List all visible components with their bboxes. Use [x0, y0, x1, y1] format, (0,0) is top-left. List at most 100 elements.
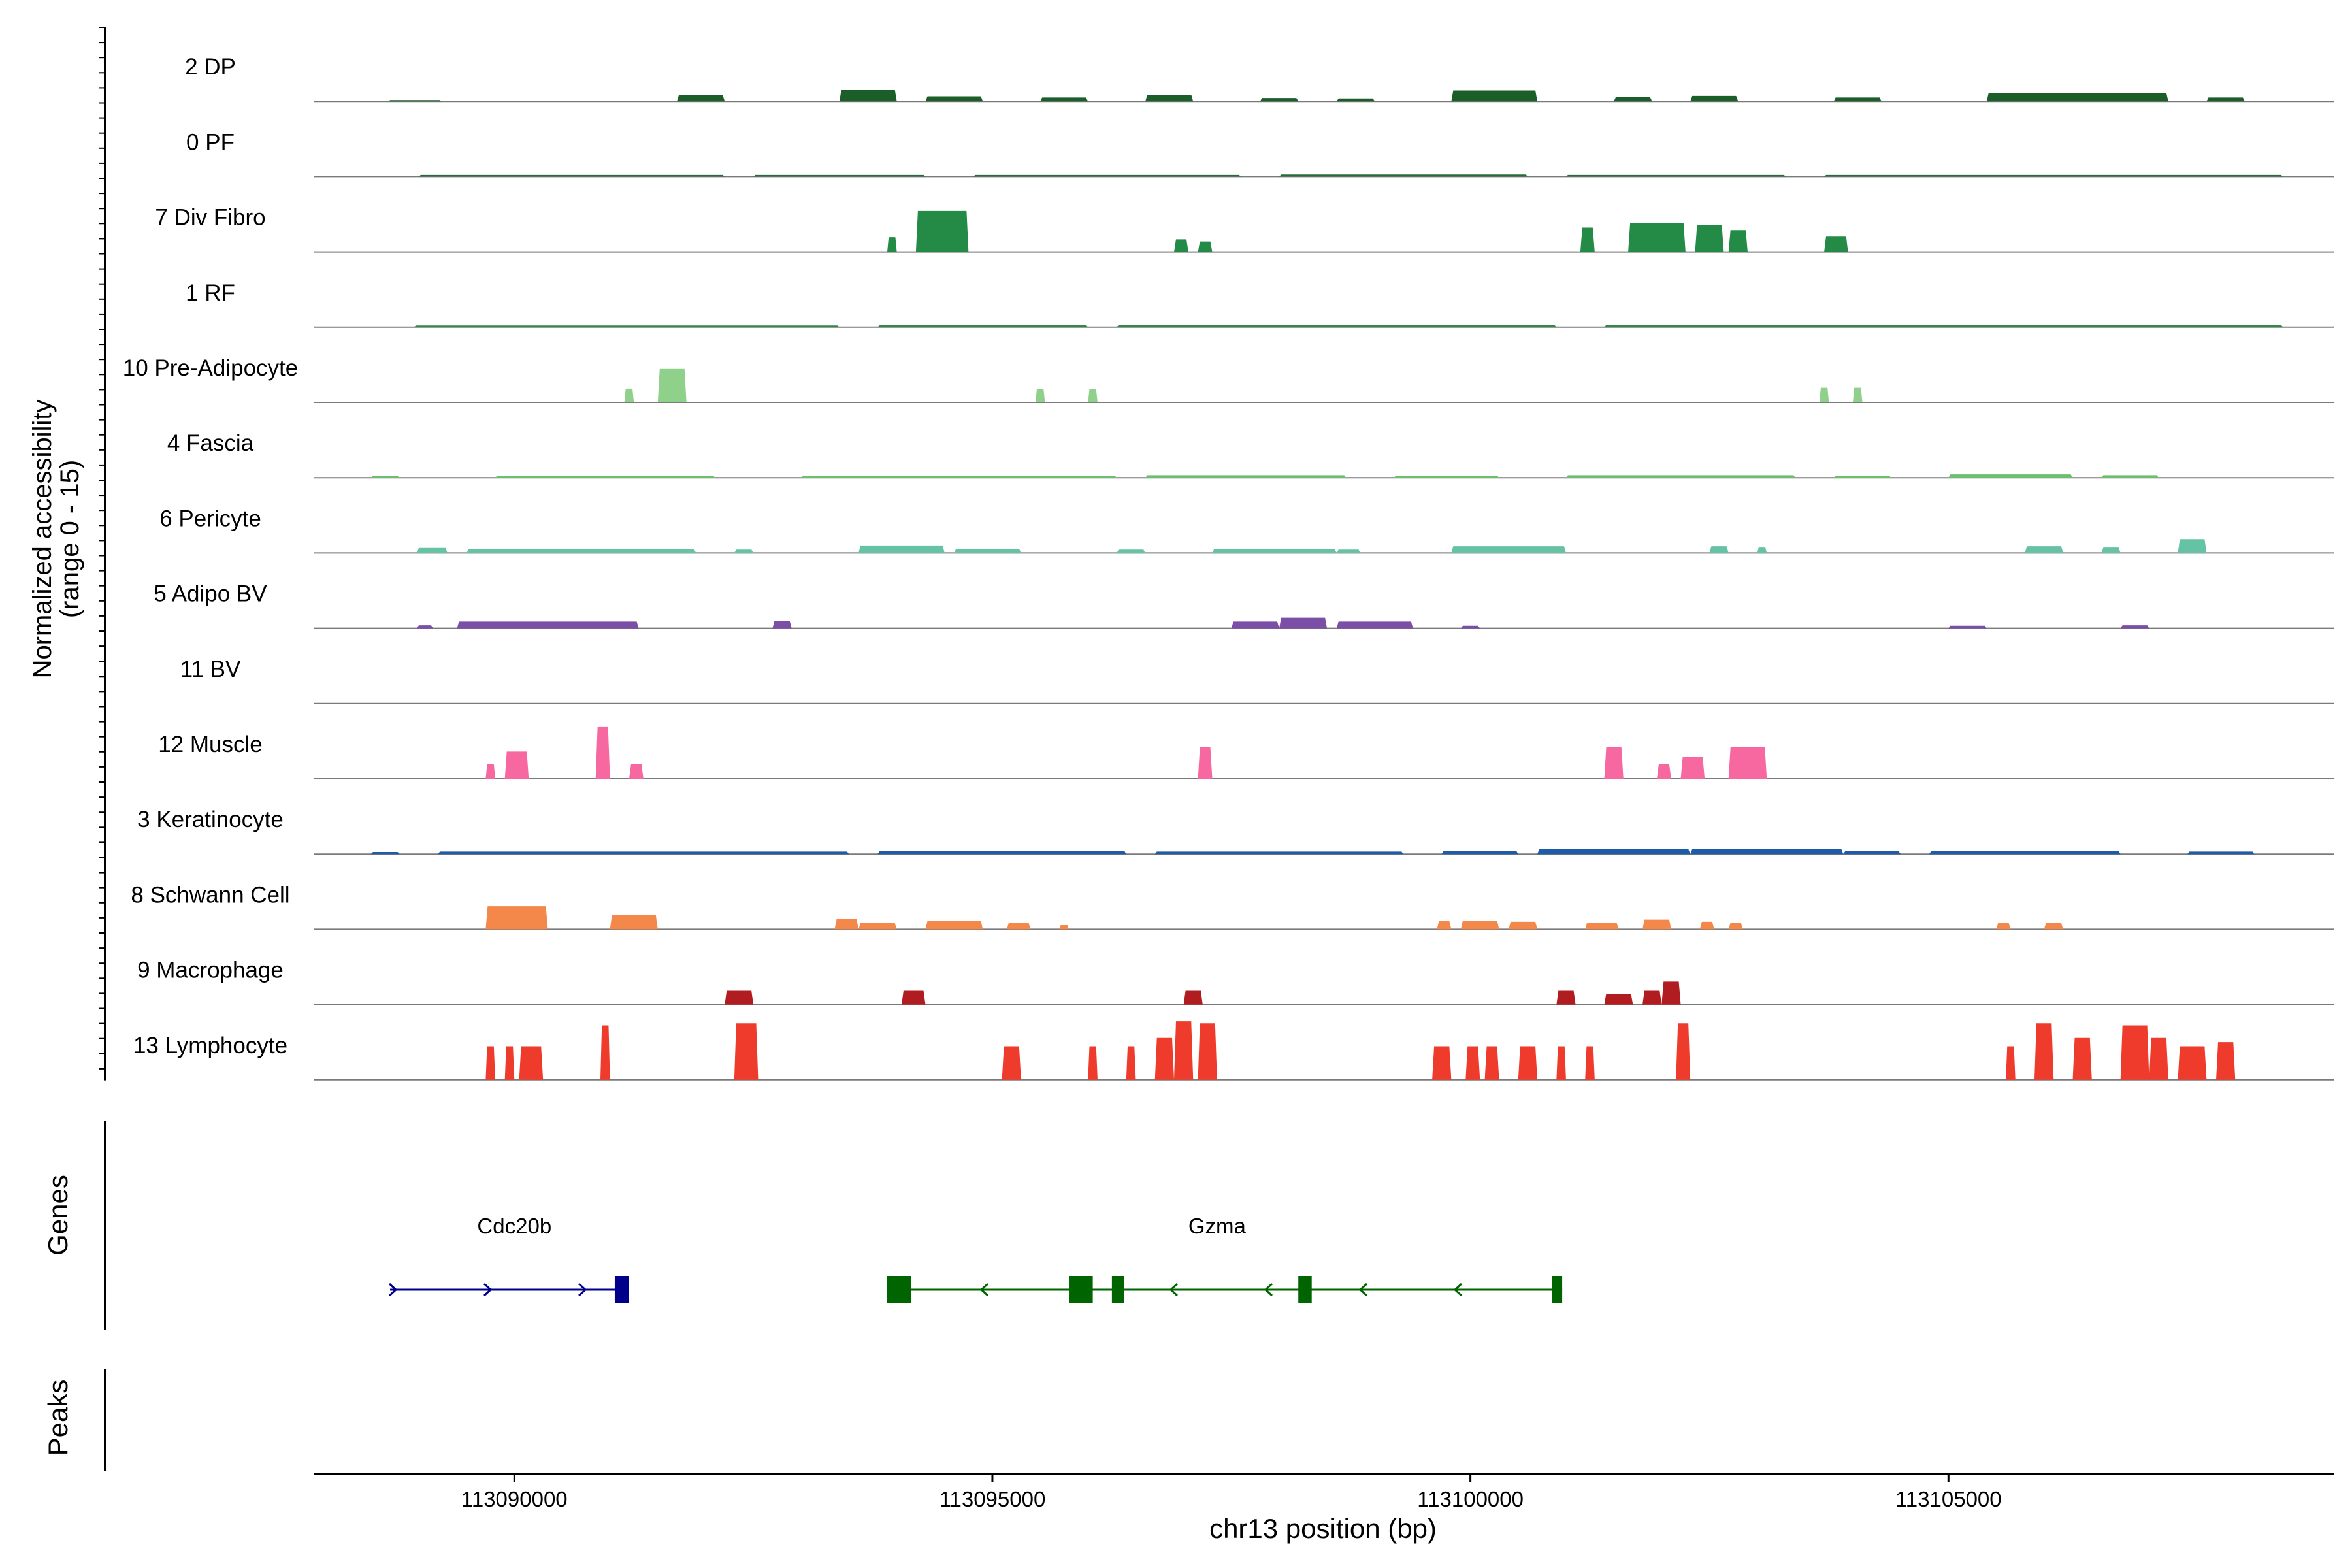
coverage-peak [1656, 764, 1671, 779]
coverage-peak [1929, 851, 2121, 855]
coverage-peak [2178, 1046, 2207, 1080]
track-12: 9 Macrophage [137, 958, 2334, 1005]
coverage-peak [418, 174, 725, 177]
coverage-peak [772, 621, 792, 629]
track-6: 6 Pericyte [159, 506, 2334, 554]
coverage-peak [1614, 97, 1652, 102]
gene-exon [1552, 1276, 1563, 1303]
track-2: 7 Div Fibro [155, 205, 2334, 253]
track-label: 4 Fascia [167, 431, 254, 456]
coverage-peak [1035, 389, 1045, 402]
coverage-peak [370, 851, 400, 855]
track-11: 8 Schwann Cell [131, 882, 2334, 930]
coverage-peak [1628, 223, 1686, 252]
coverage-peak [734, 1023, 759, 1080]
track-label: 0 PF [186, 129, 235, 155]
coverage-peak [1996, 923, 2011, 930]
track-13: 13 Lymphocyte [133, 1021, 2334, 1081]
coverage-peak [1680, 757, 1705, 779]
coverage-peak [1537, 849, 1691, 855]
coverage-peak [1437, 921, 1452, 930]
y-axis-range-label: (range 0 - 15) [56, 460, 84, 618]
strand-chevron [389, 1282, 398, 1297]
coverage-peak [2044, 923, 2063, 930]
coverage-peak [1556, 990, 1576, 1005]
coverage-peak [414, 325, 840, 327]
coverage-peak [1154, 851, 1404, 855]
coverage-peak [1819, 387, 1829, 402]
coverage-peak [1757, 547, 1767, 553]
strand-chevron [1169, 1282, 1178, 1297]
coverage-peak [1145, 94, 1194, 102]
coverage-peak [1465, 1046, 1480, 1080]
coverage-peak [1088, 389, 1098, 402]
coverage-peak [2206, 97, 2245, 102]
coverage-peak [1040, 97, 1088, 102]
coverage-peak [1709, 546, 1729, 553]
coverage-peak [1518, 1046, 1538, 1080]
x-axis: 113090000 113095000 113100000 113105000 [314, 1473, 2334, 1511]
coverage-peak [677, 95, 725, 102]
coverage-peak [834, 919, 859, 930]
coverage-peak [1117, 549, 1146, 553]
track-label: 9 Macrophage [137, 958, 284, 983]
coverage-peak [1154, 1037, 1174, 1080]
coverage-peak [466, 549, 696, 553]
coverage-peak [1833, 475, 1891, 478]
coverage-peak [519, 1046, 544, 1080]
track-3: 1 RF [186, 280, 2334, 328]
gene-exon [614, 1276, 629, 1303]
coverage-peak [1676, 1023, 1691, 1080]
coverage-peak [1183, 990, 1203, 1005]
coverage-peak [1824, 174, 2283, 177]
coverage-peak [495, 475, 715, 478]
coverage-peak [2187, 851, 2255, 855]
coverage-peak [753, 174, 926, 177]
coverage-peak [1460, 625, 1480, 629]
coverage-peak [1088, 1046, 1098, 1080]
coverage-peak [858, 923, 897, 930]
track-label: 11 BV [180, 657, 241, 682]
genes-panel: Cdc20b Gzma [389, 1214, 1563, 1303]
track-1: 0 PF [186, 129, 2334, 178]
track-label: 3 Keratinocyte [137, 807, 284, 832]
track-label: 10 Pre-Adipocyte [123, 355, 298, 381]
strand-chevron [1358, 1282, 1367, 1297]
coverage-peak [1948, 625, 1987, 629]
coverage-peak [858, 545, 945, 553]
coverage-peak [1852, 387, 1863, 402]
x-tick-label: 113090000 [461, 1487, 568, 1511]
coverage-peak [2120, 625, 2149, 629]
coverage-peak [1432, 1046, 1452, 1080]
coverage-peak [457, 621, 639, 629]
coverage-peak [1824, 236, 1848, 252]
coverage-peak [1728, 747, 1767, 779]
coverage-peak [801, 475, 1117, 478]
track-5: 4 Fascia [167, 431, 2334, 479]
coverage-peak [925, 96, 983, 102]
track-4: 10 Pre-Adipocyte [123, 355, 2334, 403]
coverage-peak [1661, 981, 1681, 1005]
coverage-peak [370, 476, 400, 478]
coverage-peak [1336, 621, 1413, 629]
coverage-peak [1198, 747, 1213, 779]
coverage-peak [1198, 1023, 1217, 1080]
coverage-peak [2034, 1023, 2054, 1080]
coverage-peak [438, 851, 849, 855]
coverage-peak [1585, 923, 1619, 930]
coverage-peak [1231, 621, 1279, 629]
coverage-peak [1260, 98, 1299, 102]
coverage-tracks: 2 DP 0 PF 7 Div Fibro 1 RF 10 Pre-Adipocyte 4… [123, 54, 2334, 1081]
strand-chevron [578, 1282, 587, 1297]
coverage-peak [1565, 174, 1786, 177]
coverage-peak [2178, 539, 2207, 553]
coverage-peak [1279, 617, 1328, 629]
coverage-peak [1580, 227, 1595, 252]
strand-chevron [1453, 1282, 1462, 1297]
coverage-peak [2101, 475, 2159, 478]
coverage-peak [1451, 546, 1566, 553]
coverage-peak [1986, 93, 2168, 102]
coverage-peak [1279, 174, 1528, 177]
coverage-peak [1198, 241, 1213, 252]
coverage-peak [839, 90, 897, 102]
